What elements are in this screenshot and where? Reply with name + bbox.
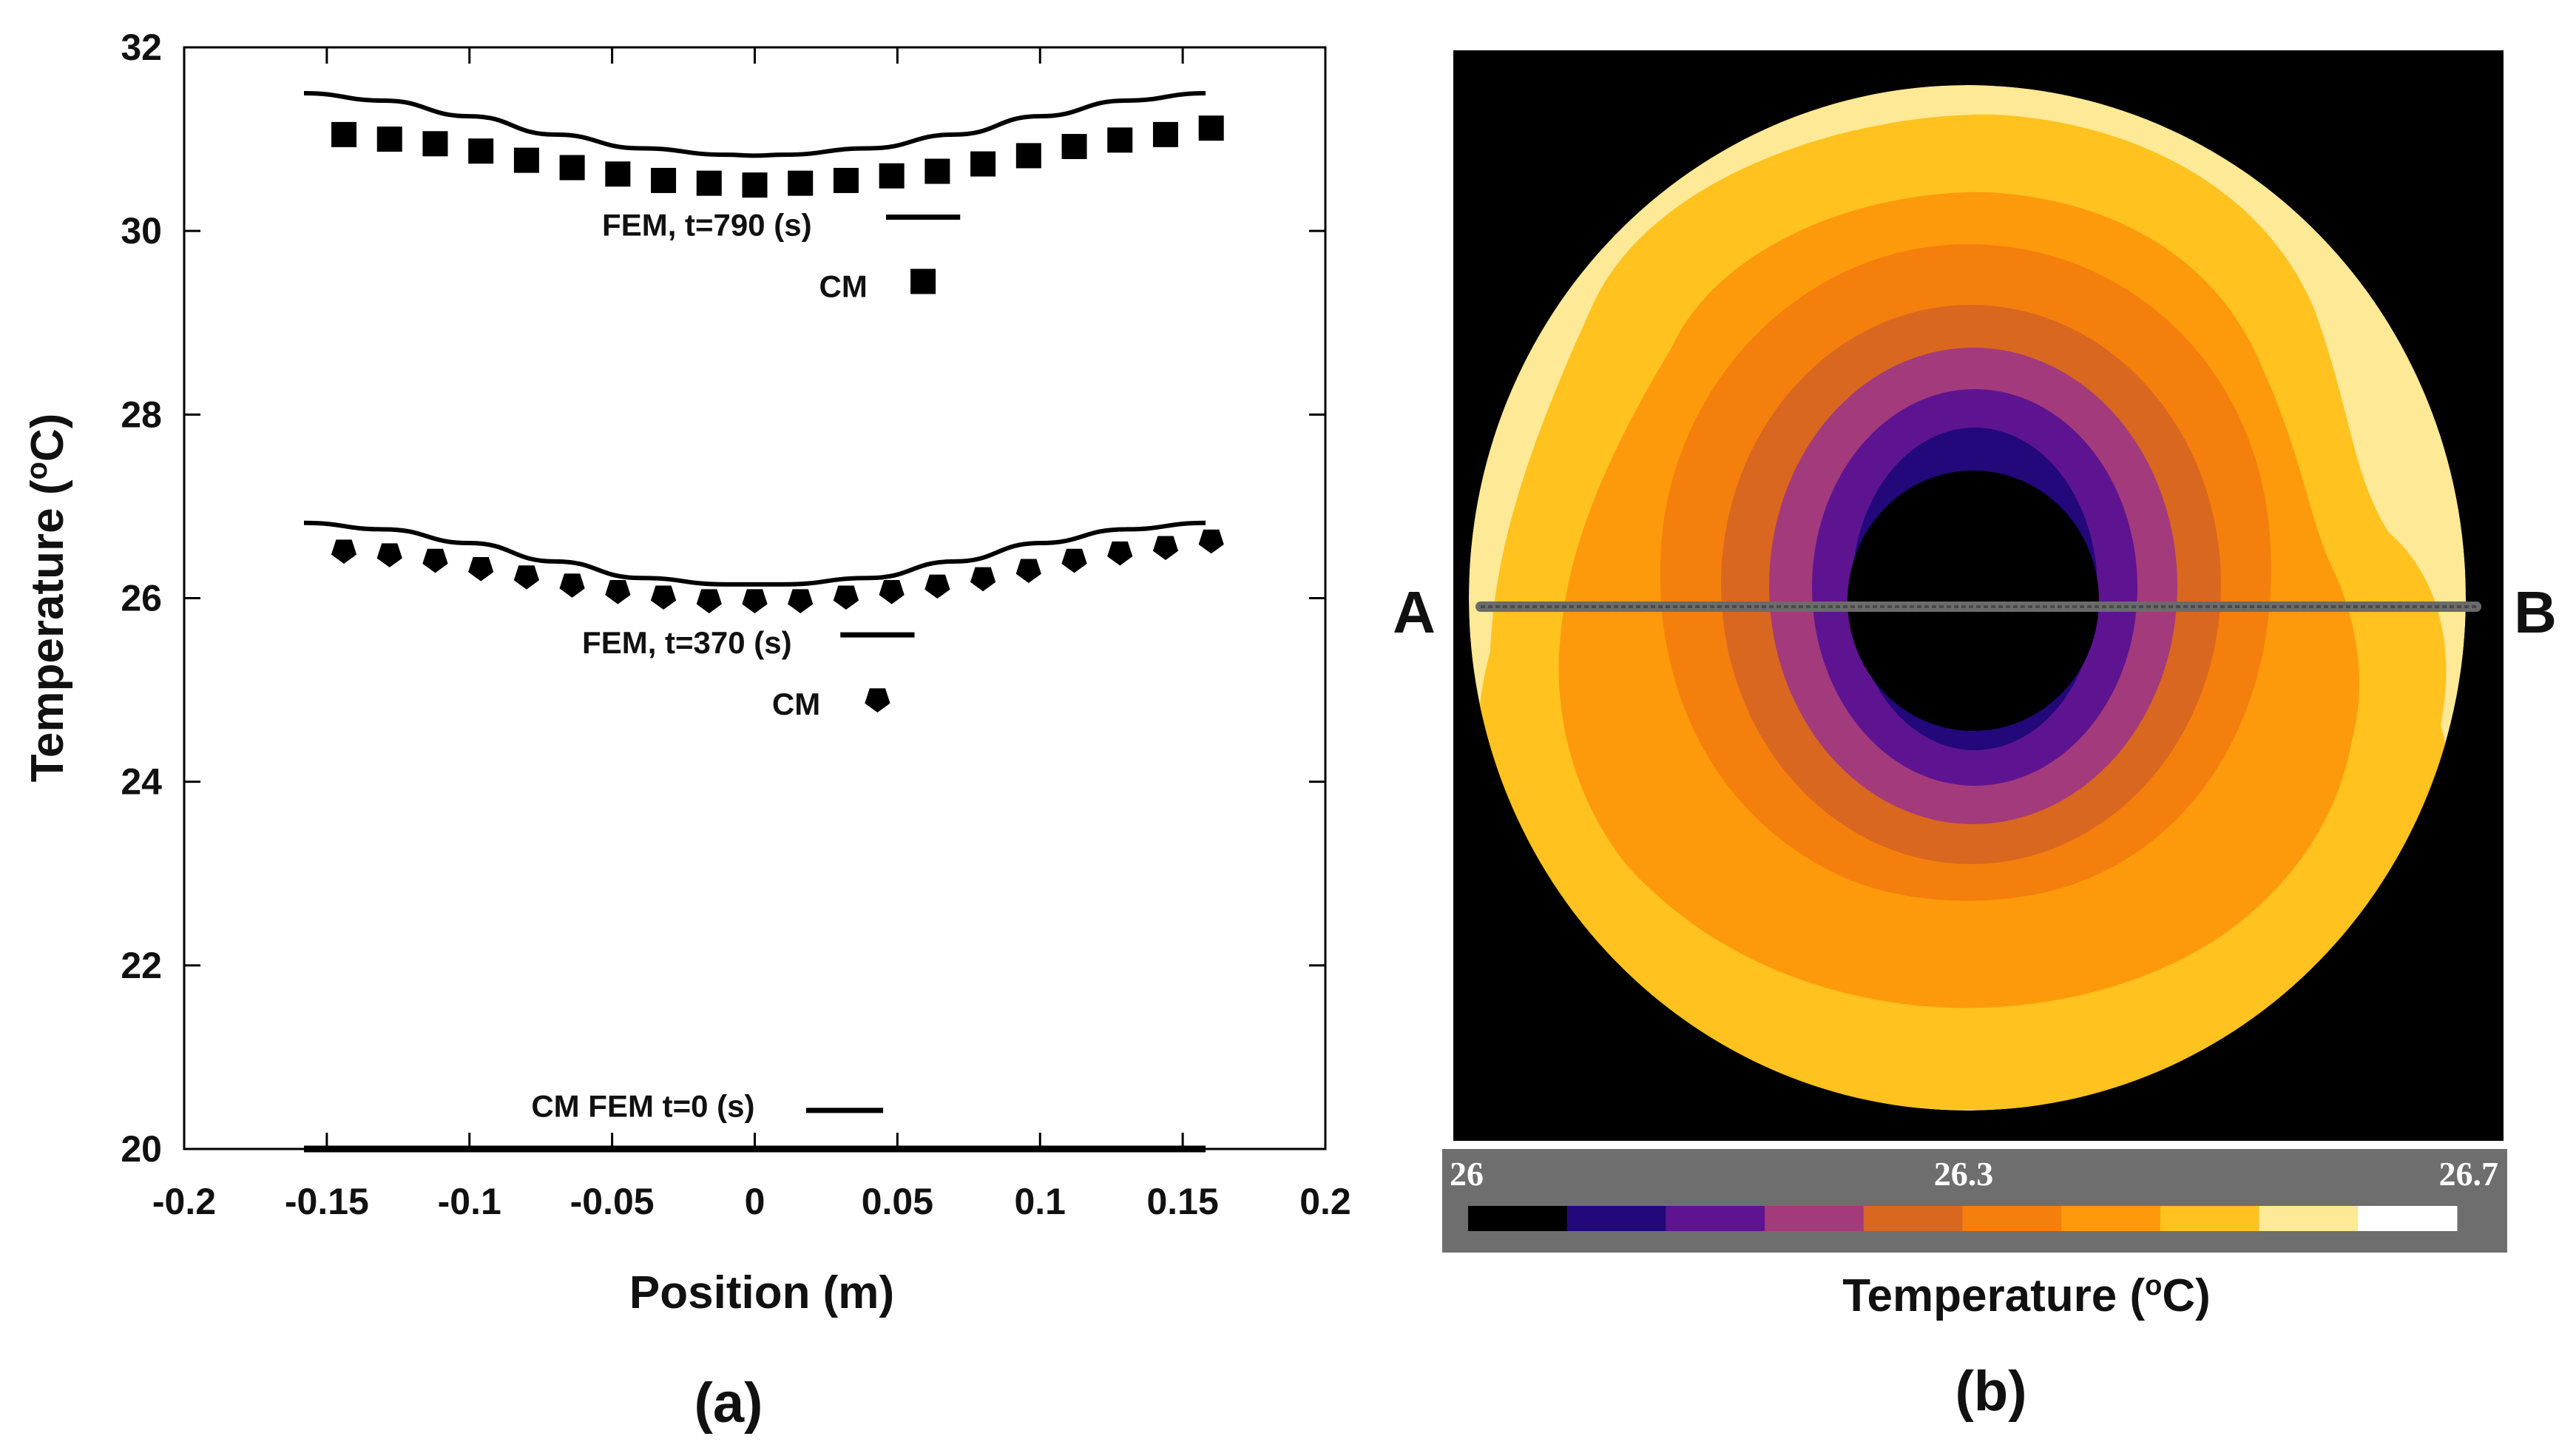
contour-core-26 <box>1848 471 2099 731</box>
cm-point-square <box>833 167 859 193</box>
colorbar-cell <box>2358 1206 2458 1231</box>
colorbar-cell <box>2061 1206 2161 1231</box>
y-tick-label: 30 <box>121 210 162 252</box>
cm-point-pentagon <box>924 574 950 599</box>
y-tick-label: 26 <box>121 578 162 619</box>
colorbar-tick-max: 26.7 <box>2439 1155 2499 1193</box>
cm-point-pentagon <box>559 573 585 598</box>
cm-point-pentagon <box>1015 559 1041 583</box>
cm-point-pentagon <box>468 557 494 582</box>
cm-point-square <box>924 158 950 184</box>
colorbar-cell <box>1765 1206 1865 1231</box>
colorbar-background <box>1442 1149 2507 1253</box>
cm-point-square <box>605 161 631 187</box>
cm-point-square <box>970 151 996 177</box>
x-axis-title: Position (m) <box>629 1267 894 1318</box>
x-tick-label: 0.2 <box>1299 1181 1351 1222</box>
x-tick-label: 0.1 <box>1014 1181 1066 1222</box>
cm-point-square <box>376 127 402 152</box>
legend-fem-label: FEM, t=790 (s) <box>602 207 812 242</box>
colorbar-title: Temperature (oC) <box>1842 1270 2210 1321</box>
x-tick-label: 0.05 <box>862 1181 933 1222</box>
cm-point-square <box>1015 143 1041 169</box>
fem-curve-0 <box>304 91 1206 158</box>
cm-point-square <box>696 170 722 196</box>
colorbar-cell <box>1962 1206 2062 1231</box>
legend-fem-label: FEM, t=370 (s) <box>582 625 792 660</box>
cm-point-square <box>651 167 677 193</box>
cm-point-square <box>1152 121 1178 147</box>
x-tick-label: 0.15 <box>1146 1181 1218 1222</box>
colorbar-cell <box>2259 1206 2359 1231</box>
legend-fem-label: CM FEM t=0 (s) <box>531 1089 754 1124</box>
y-tick-label: 22 <box>121 945 162 986</box>
cm-point-pentagon <box>1107 541 1133 566</box>
cm-point-square <box>879 163 905 189</box>
temperature-contour-disc <box>1469 85 2466 1110</box>
cm-point-pentagon <box>1152 536 1179 560</box>
y-tick-label: 24 <box>121 761 162 803</box>
cm-point-square <box>422 131 448 157</box>
colorbar-cell <box>1863 1206 1963 1231</box>
cm-point-pentagon <box>605 580 631 604</box>
colorbar-cell <box>2160 1206 2260 1231</box>
x-tick-label: -0.05 <box>570 1181 655 1222</box>
x-tick-label: -0.1 <box>438 1181 501 1222</box>
legend-cm-marker <box>910 269 936 294</box>
cm-point-square <box>1198 115 1224 141</box>
colorbar-cell <box>1566 1206 1666 1231</box>
colorbar-cell <box>1666 1206 1765 1231</box>
cm-point-square <box>331 121 357 147</box>
cm-point-pentagon <box>376 543 402 567</box>
panel-label-a: (a) <box>694 1372 763 1435</box>
x-tick-label: -0.15 <box>285 1181 369 1222</box>
cm-point-square <box>1107 127 1133 153</box>
x-tick-label: -0.2 <box>152 1181 216 1222</box>
x-axis-ticks: -0.2 -0.15 -0.1 -0.05 0 0.05 0.1 0.15 0.2 <box>152 47 1351 1222</box>
cm-point-pentagon <box>788 589 814 613</box>
cm-point-pentagon <box>513 565 539 590</box>
y-axis-ticks: 20 22 24 26 28 30 32 <box>121 27 1325 1170</box>
cm-point-pentagon <box>1061 548 1087 573</box>
cm-point-square <box>788 170 814 196</box>
y-tick-label: 28 <box>121 394 162 435</box>
panel-b-heatmap: A B 26 26.3 26.7 Temperature (oC) (b) <box>1393 50 2557 1423</box>
cm-point-pentagon <box>970 567 996 592</box>
legend-cm-label: CM <box>819 269 868 304</box>
cm-point-square <box>559 155 585 181</box>
cm-point-pentagon <box>742 589 768 613</box>
point-label-b: B <box>2514 579 2557 645</box>
y-axis-title: Temperature (oC) <box>21 414 73 783</box>
legend-cm-marker <box>865 688 890 712</box>
colorbar-tick-min: 26 <box>1450 1155 1484 1193</box>
x-tick-label: 0 <box>745 1181 765 1222</box>
legend-cm-label: CM <box>772 687 820 721</box>
cm-point-square <box>742 172 768 198</box>
y-tick-label: 32 <box>121 27 162 68</box>
cm-point-pentagon <box>650 585 677 610</box>
cm-point-pentagon <box>1198 529 1224 554</box>
panel-a-line-chart: -0.2 -0.15 -0.1 -0.05 0 0.05 0.1 0.15 0.2 20 22 24… <box>21 27 1351 1435</box>
point-label-a: A <box>1393 579 1436 645</box>
cm-point-square <box>513 147 539 173</box>
colorbar-tick-mid: 26.3 <box>1934 1155 1994 1193</box>
cm-point-pentagon <box>696 589 722 613</box>
fem-curve-2 <box>304 520 1206 587</box>
cm-point-pentagon <box>879 580 905 604</box>
cm-point-pentagon <box>422 548 448 573</box>
cm-point-square <box>468 138 494 164</box>
cm-point-square <box>1061 134 1087 160</box>
cm-point-pentagon <box>833 585 859 610</box>
series-layer <box>304 91 1224 1153</box>
colorbar-cell <box>1468 1206 1568 1231</box>
cm-point-pentagon <box>331 539 357 564</box>
panel-label-b: (b) <box>1955 1360 2026 1423</box>
y-tick-label: 20 <box>121 1128 162 1170</box>
colorbar-cells <box>1468 1206 2458 1231</box>
